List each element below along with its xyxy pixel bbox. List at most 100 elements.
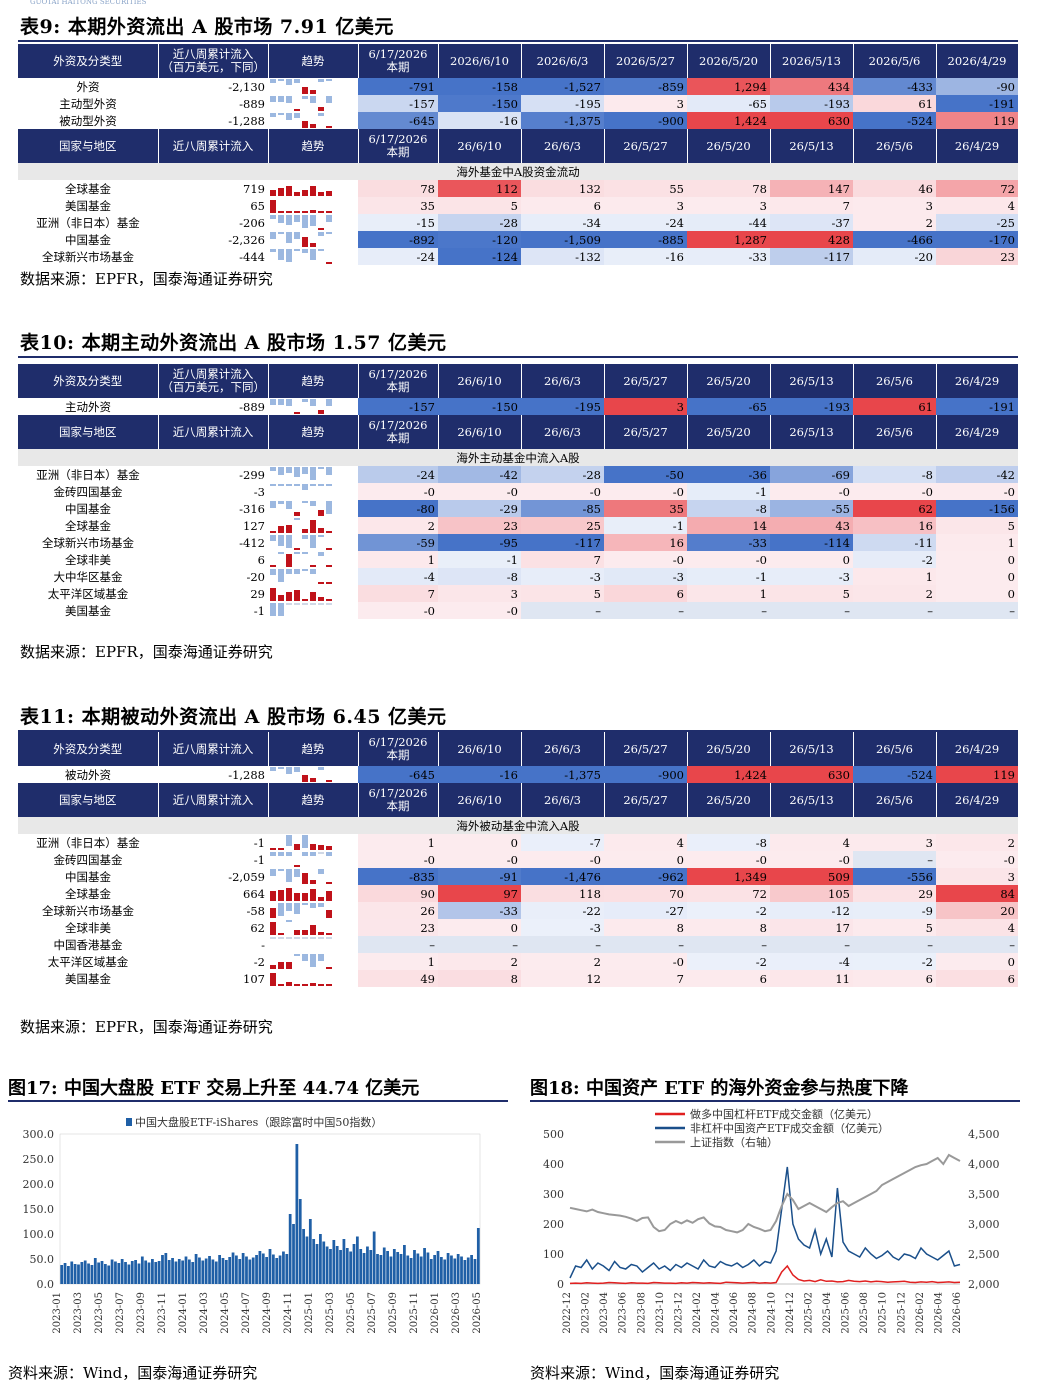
header-cell: 近八周累计流入 （百万美元，下同） xyxy=(158,364,269,398)
flow-value-cell: -22 xyxy=(521,902,604,919)
table-header-row: 国家与地区 近八周累计流入 趋势 6/17/2026 本期 26/6/10 26/6/3 2… xyxy=(18,783,1019,817)
flow-value-cell: -0 xyxy=(770,483,853,500)
flow-value-cell: – xyxy=(687,936,770,953)
flow-value-cell: 119 xyxy=(936,112,1018,129)
series-line xyxy=(569,1166,961,1279)
spark-bar xyxy=(294,192,300,196)
flow-value-cell: 23 xyxy=(438,517,521,534)
spark-bar xyxy=(310,565,316,567)
spark-bar xyxy=(318,467,324,469)
bar xyxy=(366,1246,369,1284)
flow-value-cell: -44 xyxy=(687,214,770,231)
table-row: 外资 -2,130 -791 -158 -1,527 -859 1,294 434 -433 -9… xyxy=(18,78,1018,95)
spark-bar xyxy=(326,215,332,222)
trend-sparkline xyxy=(268,180,358,197)
legend-label: 上证指数（右轴） xyxy=(690,1135,778,1149)
flow-value-cell: -8 xyxy=(687,834,770,851)
y-right-tick-label: 2,500 xyxy=(968,1248,1000,1261)
header-cell: 近八周累计流入 xyxy=(158,783,269,817)
spark-bar xyxy=(286,484,292,486)
flow-value-cell: 434 xyxy=(770,78,853,95)
x-tick-label: 2023-02 xyxy=(581,1292,592,1334)
flow-value-cell: 3 xyxy=(936,868,1018,885)
bar xyxy=(302,1229,305,1284)
spark-bar xyxy=(302,930,308,935)
flow-value-cell: 8 xyxy=(438,970,521,987)
flow-value-cell: – xyxy=(936,602,1018,619)
header-cell: 26/5/13 xyxy=(770,129,854,163)
header-cell: 趋势 xyxy=(268,783,359,817)
flow-value-cell: 78 xyxy=(358,180,438,197)
flow-value-cell: 119 xyxy=(936,766,1018,783)
spark-bar xyxy=(270,535,276,541)
flow-value-cell: -0 xyxy=(687,851,770,868)
spark-bar xyxy=(286,920,292,922)
header-cell: 2026/6/10 xyxy=(438,44,522,78)
flow-value-cell: -124 xyxy=(438,248,521,265)
spark-bar xyxy=(326,191,332,196)
bar xyxy=(349,1251,353,1284)
bar xyxy=(130,1261,134,1284)
spark-bar xyxy=(278,188,284,196)
x-tick-label: 2023-10 xyxy=(655,1292,666,1334)
flow-value-cell: -25 xyxy=(936,214,1018,231)
trend-sparkline xyxy=(268,585,358,602)
x-tick-label: 2023-08 xyxy=(636,1292,647,1334)
spark-bar xyxy=(286,962,292,969)
bar xyxy=(315,1244,319,1284)
spark-bar xyxy=(294,569,300,574)
flow-value-cell: 26 xyxy=(358,902,438,919)
trend-sparkline xyxy=(268,534,358,551)
bar xyxy=(194,1254,198,1284)
row-label: 美国基金 xyxy=(65,603,111,618)
flow-value-cell: -1,527 xyxy=(521,78,604,95)
section-band: 海外基金中A股资金流动 xyxy=(18,163,1018,180)
spark-bar xyxy=(294,903,300,914)
flow-value-cell: -1 xyxy=(604,517,687,534)
spark-bar xyxy=(310,569,316,574)
header-cell: 26/5/13 xyxy=(770,732,854,766)
bar xyxy=(238,1259,242,1284)
flow-value-cell: 105 xyxy=(770,885,853,902)
flow-value-cell: -0 xyxy=(770,851,853,868)
bar xyxy=(87,1263,90,1284)
table-row: 美国基金 65 35 5 6 3 3 7 3 4 xyxy=(18,197,1018,214)
bar xyxy=(433,1255,437,1284)
flow-value-cell: 3 xyxy=(853,834,936,851)
spark-bar xyxy=(270,922,276,935)
header-cell: 26/5/20 xyxy=(687,415,771,449)
header-cell: 26/4/29 xyxy=(936,364,1019,398)
flow-value-cell: -55 xyxy=(770,500,853,517)
cumulative-value: -1 xyxy=(253,852,265,867)
spark-bar xyxy=(310,903,316,908)
flow-value-cell: -835 xyxy=(358,868,438,885)
spark-bar xyxy=(278,211,284,213)
bar xyxy=(322,1241,326,1284)
bar xyxy=(282,1251,285,1284)
spark-bar xyxy=(278,984,284,986)
spark-bar xyxy=(294,893,300,901)
x-tick-label: 2022-12 xyxy=(562,1292,573,1334)
flow-value-cell: -0 xyxy=(604,953,687,970)
trend-sparkline xyxy=(268,231,358,248)
table-row: 金砖四国基金 -3 -0 -0 -0 -0 -1 -0 -0 -0 xyxy=(18,483,1018,500)
flow-value-cell: -12 xyxy=(770,902,853,919)
bar xyxy=(406,1255,410,1284)
flow-value-cell: 0 xyxy=(936,568,1018,585)
flow-value-cell: -28 xyxy=(521,466,604,483)
spark-bar xyxy=(310,937,316,939)
flow-value-cell: 8 xyxy=(604,919,687,936)
trend-sparkline xyxy=(268,766,358,783)
bar xyxy=(231,1252,235,1284)
bar xyxy=(154,1262,158,1284)
y-left-tick-label: 400 xyxy=(543,1158,564,1171)
header-cell: 26/5/6 xyxy=(853,415,937,449)
flow-value-cell: -80 xyxy=(358,500,438,517)
bar xyxy=(399,1254,403,1284)
spark-bar xyxy=(278,467,284,475)
bar xyxy=(114,1261,117,1284)
spark-bar xyxy=(326,910,332,918)
bar xyxy=(426,1252,430,1284)
bar xyxy=(134,1260,137,1284)
bar xyxy=(446,1253,450,1284)
